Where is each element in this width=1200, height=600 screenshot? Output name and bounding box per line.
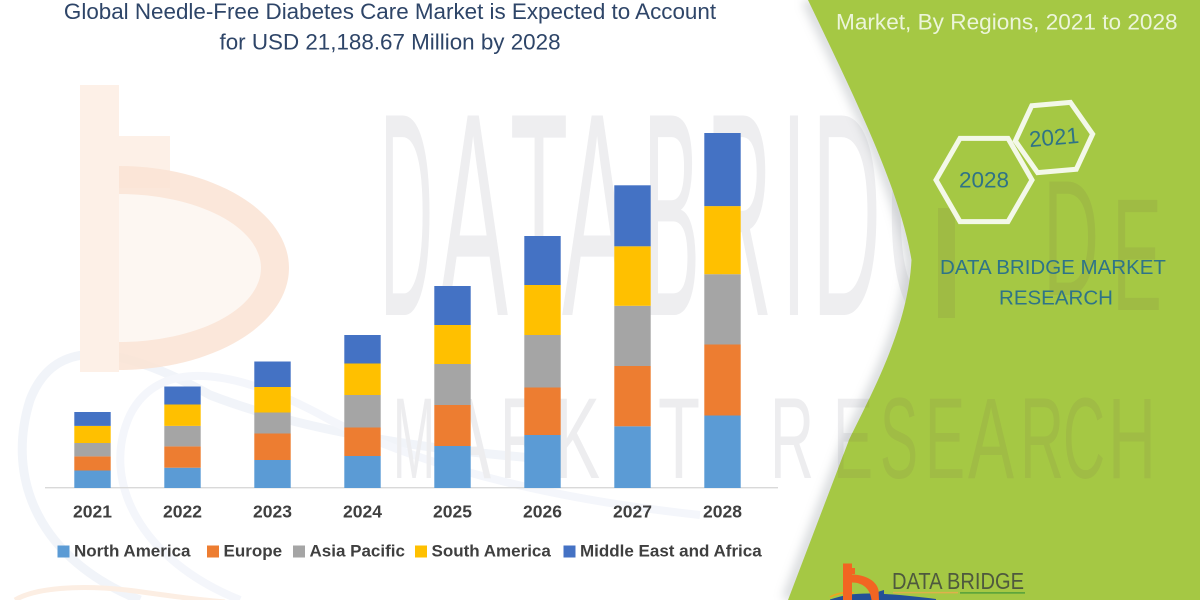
svg-text:Asia Pacific: Asia Pacific xyxy=(310,542,405,561)
svg-text:B: B xyxy=(643,53,700,377)
svg-text:RESEARCH: RESEARCH xyxy=(999,286,1113,309)
svg-text:for USD 21,188.67 Million by 2: for USD 21,188.67 Million by 2028 xyxy=(219,30,560,55)
svg-text:K: K xyxy=(555,375,600,503)
svg-text:I: I xyxy=(782,53,806,377)
svg-text:E: E xyxy=(925,375,965,503)
svg-text:Market, By Regions, 2021 to 20: Market, By Regions, 2021 to 2028 xyxy=(836,9,1178,34)
svg-text:Middle East and Africa: Middle East and Africa xyxy=(580,542,762,561)
svg-text:M: M xyxy=(393,375,435,503)
svg-text:2021: 2021 xyxy=(1028,123,1080,152)
svg-text:S: S xyxy=(880,375,918,503)
svg-text:R: R xyxy=(1020,375,1064,503)
svg-text:H: H xyxy=(1108,375,1156,503)
svg-text:South America: South America xyxy=(432,542,552,561)
svg-text:DATA BRIDGE: DATA BRIDGE xyxy=(892,568,1024,594)
svg-text:D: D xyxy=(380,53,433,377)
svg-text:Europe: Europe xyxy=(224,542,283,561)
svg-text:2023: 2023 xyxy=(253,501,292,521)
svg-text:2021: 2021 xyxy=(73,501,112,521)
svg-text:D: D xyxy=(1043,146,1099,330)
svg-text:T: T xyxy=(658,375,700,503)
svg-text:C: C xyxy=(1063,375,1105,503)
svg-text:R: R xyxy=(770,375,814,503)
svg-text:MARKET RESEARCH: MARKET RESEARCH xyxy=(893,598,1028,600)
svg-text:E: E xyxy=(1112,165,1162,344)
svg-text:2027: 2027 xyxy=(613,501,652,521)
svg-text:2028: 2028 xyxy=(703,501,742,521)
svg-text:Global Needle-Free Diabetes Ca: Global Needle-Free Diabetes Care Market … xyxy=(64,0,717,24)
svg-text:A: A xyxy=(968,375,1014,503)
svg-text:2024: 2024 xyxy=(343,501,382,521)
svg-text:2025: 2025 xyxy=(433,501,472,521)
svg-text:2022: 2022 xyxy=(163,501,202,521)
svg-text:DATA BRIDGE MARKET: DATA BRIDGE MARKET xyxy=(940,256,1166,279)
svg-text:North America: North America xyxy=(74,542,191,561)
svg-text:2028: 2028 xyxy=(959,168,1009,193)
svg-text:2026: 2026 xyxy=(523,501,562,521)
